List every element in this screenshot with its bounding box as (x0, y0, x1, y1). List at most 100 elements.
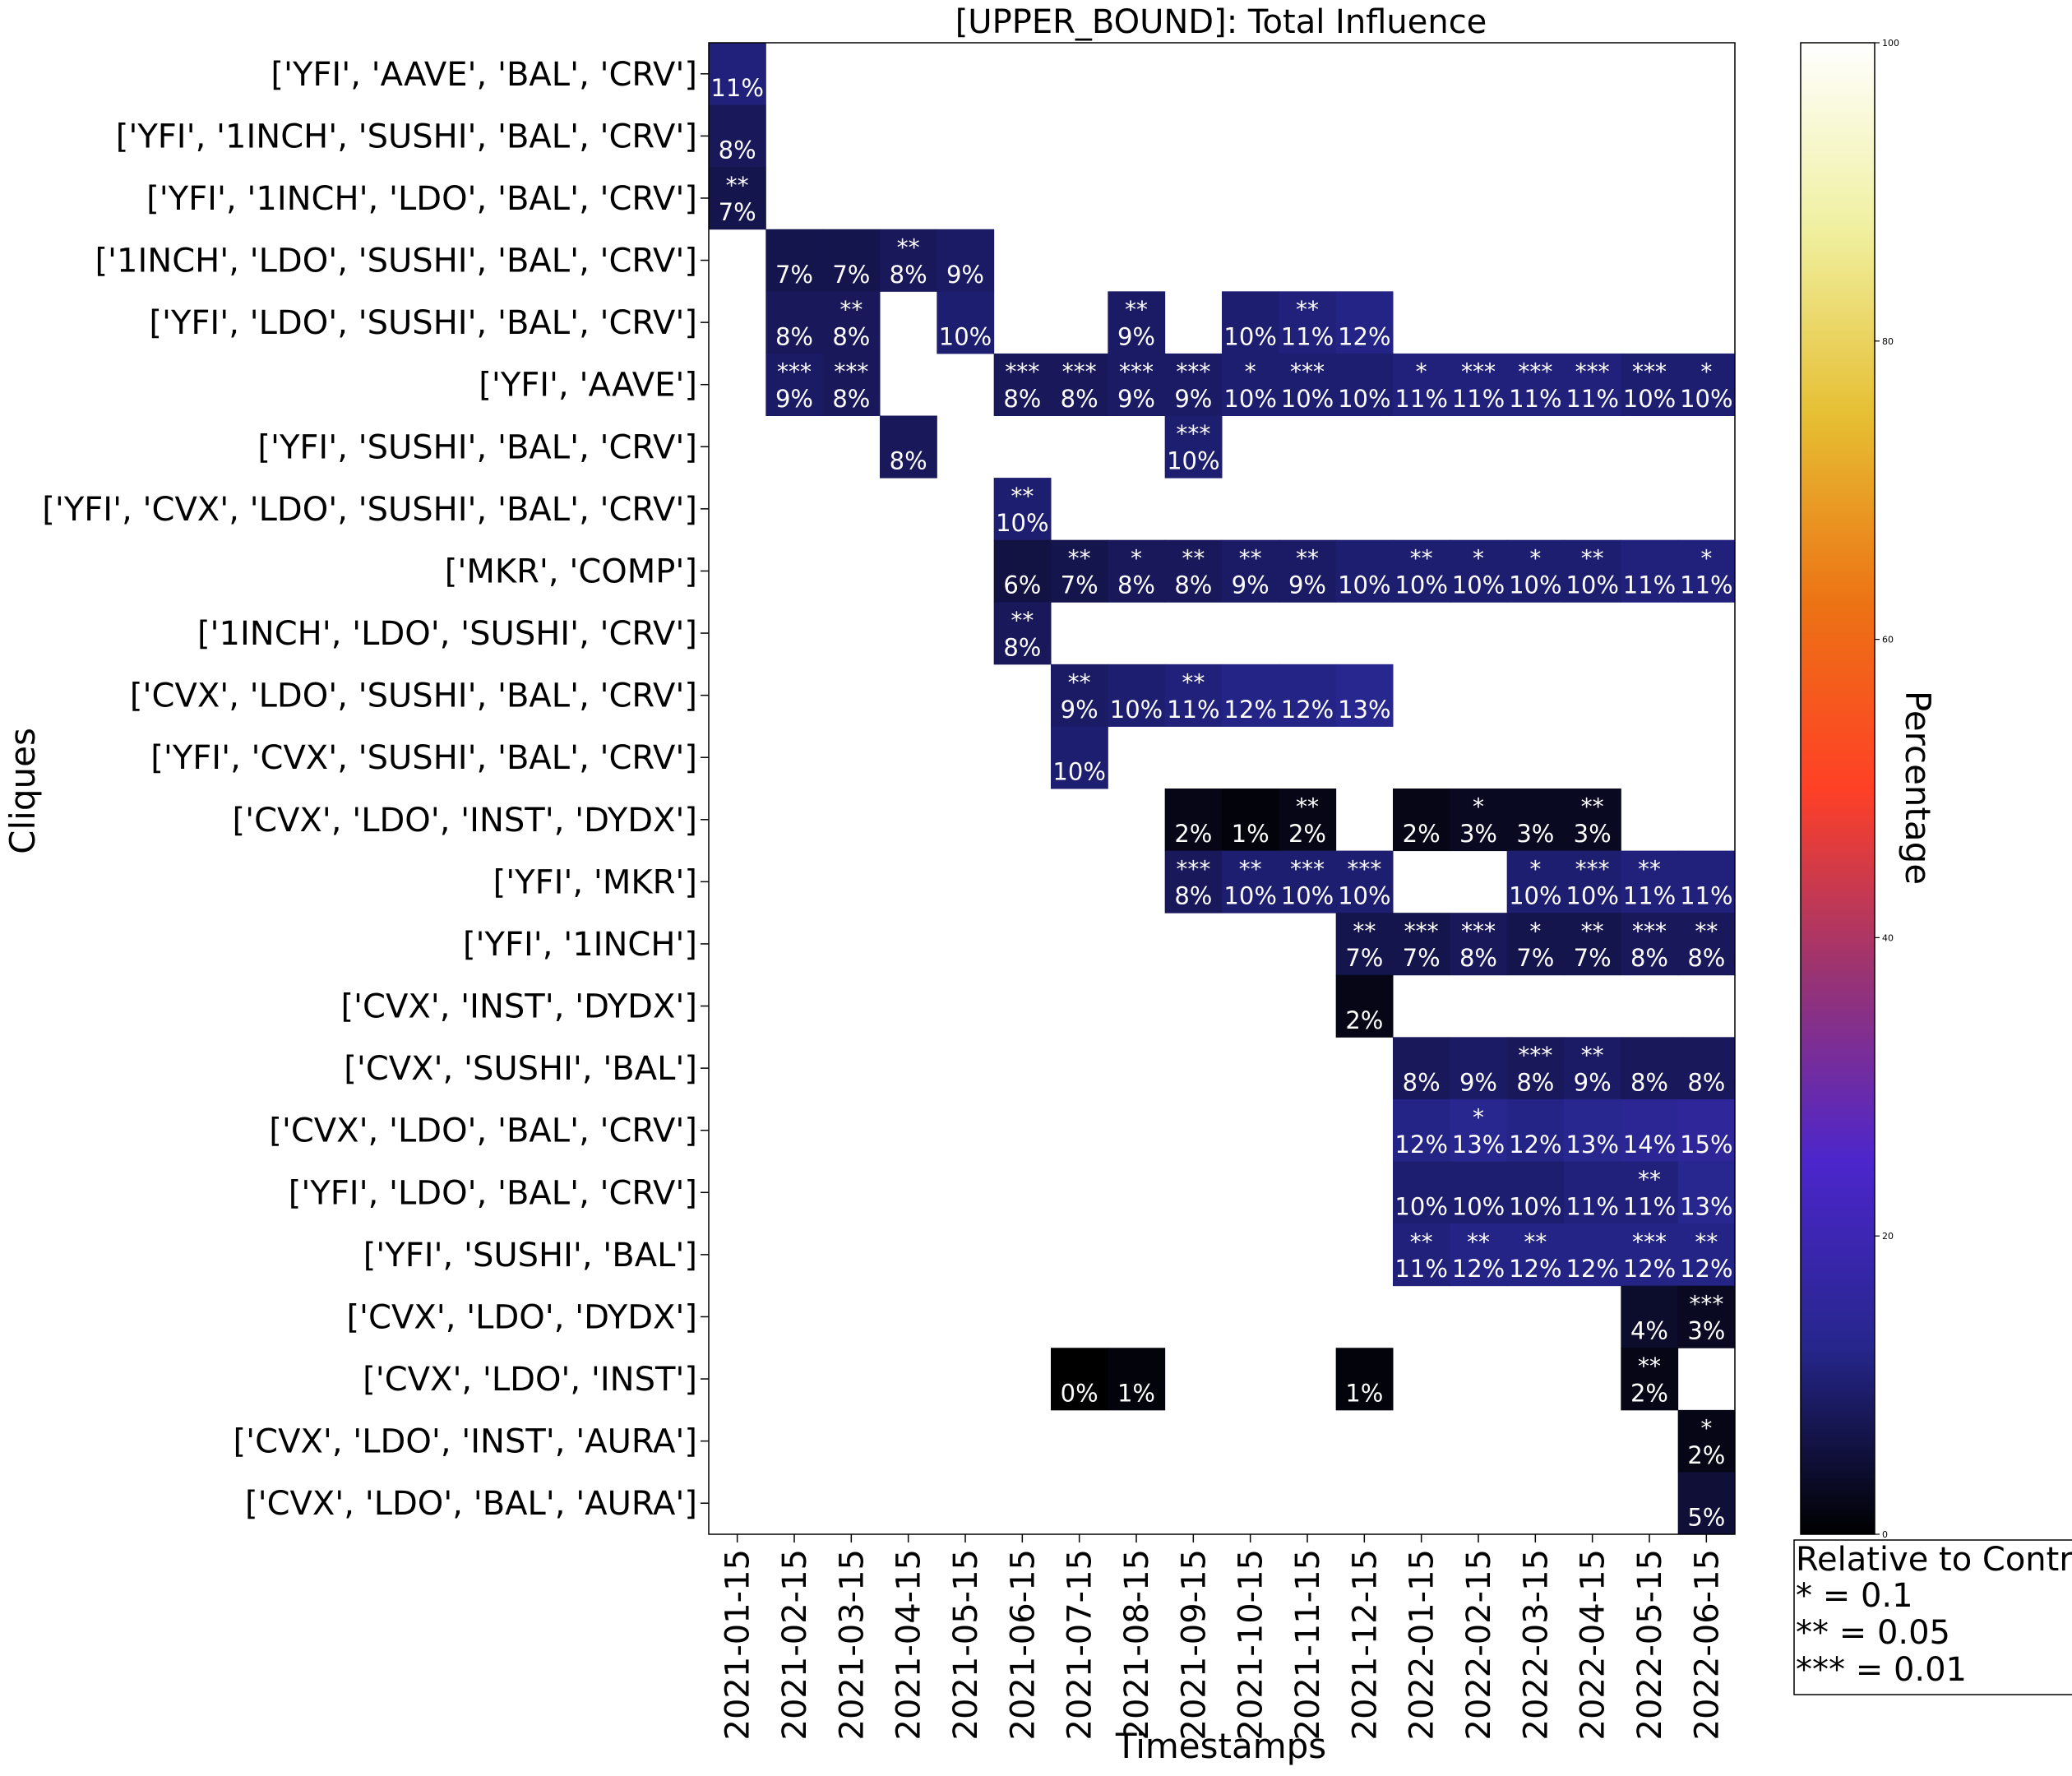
cell-value-label: 14% (1623, 1131, 1676, 1159)
cell-value-label: 7% (832, 261, 870, 289)
heatmap-cell (1335, 353, 1394, 416)
heatmap-cell (1450, 1037, 1508, 1100)
heatmap-cell (1335, 913, 1394, 976)
heatmap-cell (993, 353, 1052, 416)
plot-frame (708, 42, 1736, 1535)
cell-value-label: 10% (1509, 571, 1561, 599)
heatmap-cell (1677, 850, 1736, 913)
heatmap-cell (1051, 1348, 1108, 1411)
x-tick-label: 2021-06-15 (1004, 1549, 1042, 1740)
heatmap-cell (1506, 353, 1565, 416)
heatmap-cell (709, 104, 766, 168)
significance-marker: ** (1581, 793, 1604, 821)
y-tick-label: ['1INCH', 'LDO', 'SUSHI', 'BAL', 'CRV'] (95, 243, 697, 280)
heatmap-cell (1222, 353, 1279, 416)
heatmap-cell (1335, 664, 1394, 727)
heatmap-cell (1108, 353, 1166, 416)
significance-marker: * (1245, 358, 1256, 386)
cell-value-label: 10% (1052, 757, 1105, 785)
cell-value-label: 11% (1566, 1193, 1618, 1221)
y-axis-label: Cliques (2, 728, 43, 854)
heatmap-cell (1621, 1098, 1679, 1162)
cell-value-label: 10% (996, 509, 1048, 537)
significance-marker: ** (1581, 544, 1604, 571)
heatmap-cell (1506, 1037, 1565, 1100)
heatmap-cell (1450, 353, 1508, 416)
heatmap-cell (1506, 1161, 1565, 1224)
heatmap-cell (1222, 850, 1279, 913)
cell-value-label: 8% (1403, 1068, 1441, 1096)
cell-value-label: 9% (775, 385, 813, 413)
y-tick-label: ['1INCH', 'LDO', 'SUSHI', 'CRV'] (197, 615, 697, 653)
x-tick-label: 2022-01-15 (1404, 1549, 1441, 1740)
cell-value-label: 12% (1509, 1255, 1561, 1283)
heatmap-cell (1393, 1098, 1450, 1162)
x-axis-label: Timestamps (1115, 1726, 1326, 1766)
cell-value-label: 13% (1566, 1131, 1618, 1159)
significance-marker: *** (1461, 918, 1496, 945)
cell-value-label: 5% (1687, 1503, 1725, 1531)
cell-value-label: 3% (1459, 820, 1497, 848)
heatmap-cell (1393, 539, 1450, 603)
heatmap-cell (1450, 913, 1508, 976)
cell-value-label: 12% (1281, 696, 1334, 724)
significance-marker: *** (1632, 1228, 1667, 1256)
heatmap-cell (1164, 415, 1223, 479)
heatmap-cell (1108, 664, 1166, 727)
significance-marker: ** (1239, 855, 1262, 882)
heatmap-cell (1222, 664, 1279, 727)
cell-value-label: 1% (1345, 1379, 1383, 1407)
significance-marker: *** (1518, 358, 1552, 386)
y-tick-label: ['YFI', 'LDO', 'SUSHI', 'BAL', 'CRV'] (149, 304, 697, 342)
significance-legend-line: Relative to Contr (1796, 1541, 2072, 1579)
cell-value-label: 10% (1281, 385, 1334, 413)
cell-value-label: 10% (1338, 882, 1390, 910)
significance-marker: * (1700, 1415, 1712, 1442)
heatmap-cell (1564, 1161, 1621, 1224)
x-tick-label: 2021-02-15 (776, 1549, 814, 1740)
cell-value-label: 10% (1223, 385, 1276, 413)
x-tick-label: 2021-08-15 (1118, 1549, 1156, 1740)
significance-marker: ** (1638, 1166, 1661, 1193)
heatmap-cell (1677, 1472, 1736, 1535)
cell-value-label: 7% (1403, 944, 1441, 972)
x-tick-label: 2022-06-15 (1688, 1549, 1726, 1740)
heatmap-cell (1564, 1223, 1621, 1287)
heatmap-cell (1621, 850, 1679, 913)
heatmap-cell (1393, 913, 1450, 976)
cell-value-label: 8% (890, 261, 927, 289)
heatmap-cell (1621, 353, 1679, 416)
heatmap-cell (1164, 353, 1223, 416)
significance-marker: *** (1176, 358, 1210, 386)
x-tick-label: 2022-03-15 (1517, 1549, 1555, 1740)
cell-value-label: 2% (1345, 1006, 1383, 1034)
significance-marker: ** (1524, 1228, 1547, 1256)
cell-value-label: 8% (1630, 944, 1668, 972)
heatmap-cell (1279, 291, 1337, 354)
heatmap-cell (1564, 789, 1621, 852)
heatmap-cell (1393, 1037, 1450, 1100)
significance-marker: *** (1518, 1042, 1552, 1069)
heatmap-cell (1450, 1098, 1508, 1162)
heatmap-cell (1621, 1161, 1679, 1224)
y-tick-label: ['YFI', 'SUSHI', 'BAL'] (363, 1237, 697, 1274)
cell-value-label: 10% (1452, 571, 1505, 599)
x-tick-label: 2022-04-15 (1575, 1549, 1612, 1740)
heatmap-cell (937, 229, 995, 292)
cell-value-label: 11% (1281, 322, 1334, 350)
significance-marker: ** (1011, 607, 1034, 634)
heatmap-cell (1621, 1037, 1679, 1100)
cell-value-label: 11% (710, 74, 763, 102)
cell-value-label: 8% (1687, 1068, 1725, 1096)
y-tick-label: ['CVX', 'LDO', 'SUSHI', 'BAL', 'CRV'] (130, 678, 697, 715)
cell-value-label: 8% (1630, 1068, 1668, 1096)
heatmap-cell (1677, 1223, 1736, 1287)
heatmap-cell (1621, 1223, 1679, 1287)
cell-value-label: 8% (1061, 385, 1098, 413)
y-tick-label: ['CVX', 'LDO', 'INST', 'DYDX'] (232, 802, 697, 839)
cell-value-label: 2% (1174, 820, 1212, 848)
heatmap-cell (1279, 789, 1337, 852)
significance-marker: ** (897, 234, 920, 261)
heatmap-cell (1393, 1223, 1450, 1287)
